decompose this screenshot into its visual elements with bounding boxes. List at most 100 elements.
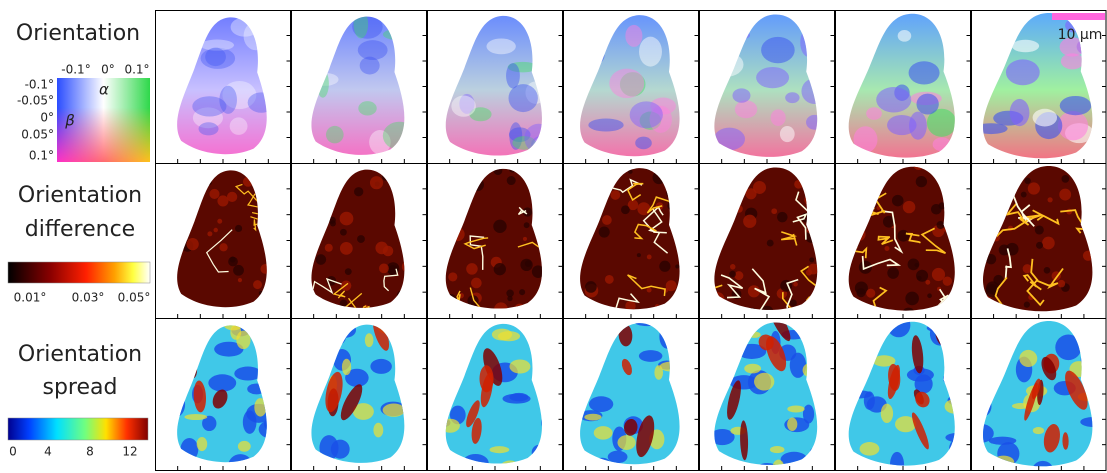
- spot: [420, 313, 440, 336]
- speckle: [583, 191, 590, 198]
- map-fill: [291, 163, 427, 323]
- scale-bar: 10 μm: [1052, 13, 1105, 43]
- colorbar-tick: 0.05°: [118, 291, 151, 305]
- map: [427, 10, 563, 170]
- speckle: [621, 205, 630, 214]
- grain: [451, 96, 476, 117]
- speckle: [230, 256, 236, 262]
- speckle: [866, 289, 875, 298]
- map: [426, 163, 563, 323]
- speckle: [398, 167, 406, 175]
- spot: [275, 362, 291, 386]
- panel: [281, 160, 427, 323]
- speckle: [448, 198, 452, 202]
- speckle: [471, 278, 482, 289]
- grain: [1006, 59, 1040, 85]
- grain: [1033, 109, 1057, 127]
- spot: [383, 404, 405, 417]
- speckle: [296, 198, 302, 204]
- grain: [708, 32, 730, 42]
- speckle: [325, 244, 333, 252]
- speckle: [433, 222, 446, 235]
- axis-name: β: [64, 112, 75, 130]
- speckle: [238, 278, 242, 282]
- colorbar-tick: 4: [44, 445, 52, 459]
- speckle: [628, 169, 632, 173]
- speckle: [1042, 237, 1055, 250]
- speckle: [494, 166, 503, 175]
- spot: [234, 367, 261, 381]
- speckle: [186, 179, 198, 191]
- speckle: [839, 189, 852, 202]
- spot: [972, 341, 989, 357]
- grain: [308, 23, 344, 37]
- grain: [358, 40, 388, 60]
- speckle: [523, 237, 527, 241]
- spot: [963, 369, 983, 394]
- speckle: [914, 263, 918, 267]
- speckle: [884, 246, 889, 251]
- grain: [506, 63, 520, 88]
- map-fill: [427, 10, 563, 170]
- panel: [282, 315, 432, 473]
- speckle: [382, 173, 390, 181]
- colorbar: [8, 418, 148, 440]
- speckle: [936, 221, 944, 229]
- speckle: [734, 271, 743, 280]
- speckle: [706, 193, 716, 203]
- speckle: [412, 193, 426, 207]
- spot: [534, 307, 551, 326]
- spot: [564, 351, 591, 371]
- speckle: [982, 167, 987, 172]
- grain: [639, 37, 662, 67]
- panel-grid: [147, 10, 1107, 473]
- speckle: [397, 290, 406, 299]
- panel: [687, 303, 841, 473]
- spot: [804, 338, 819, 358]
- speckle: [959, 254, 966, 261]
- speckle: [219, 243, 227, 251]
- speckle: [647, 255, 652, 260]
- speckle: [545, 278, 554, 287]
- speckle: [402, 261, 413, 272]
- speckle: [448, 272, 457, 281]
- speckle: [667, 185, 680, 198]
- spot: [632, 314, 662, 326]
- speckle: [243, 177, 253, 187]
- speckle: [316, 254, 327, 265]
- spot: [541, 414, 554, 431]
- spot: [997, 442, 1019, 465]
- panel: [832, 158, 971, 331]
- spot: [265, 398, 288, 412]
- spot: [687, 437, 716, 463]
- grain: [761, 37, 795, 63]
- spot: [429, 323, 450, 333]
- key-tick: 0.1°: [124, 63, 149, 77]
- grain: [248, 92, 275, 112]
- speckle: [749, 308, 757, 316]
- speckle: [913, 160, 923, 170]
- spot: [770, 446, 785, 453]
- spot: [703, 339, 725, 358]
- speckle: [1044, 267, 1051, 274]
- speckle: [602, 215, 612, 225]
- spot: [529, 463, 541, 473]
- spot: [436, 320, 447, 330]
- speckle: [438, 167, 444, 173]
- spot: [319, 435, 338, 461]
- speckle: [410, 166, 422, 178]
- spot: [402, 372, 421, 402]
- spread-key: 0 4 8 12: [8, 418, 148, 459]
- grain: [1012, 40, 1039, 53]
- speckle: [253, 280, 262, 289]
- spot: [342, 359, 351, 375]
- spot: [840, 344, 854, 359]
- grain: [1010, 99, 1030, 126]
- speckle: [957, 274, 968, 285]
- map: [815, 298, 974, 473]
- speckle: [599, 227, 610, 238]
- grain: [330, 16, 348, 28]
- spot: [705, 385, 726, 400]
- speckle: [554, 175, 560, 181]
- spot: [654, 462, 677, 473]
